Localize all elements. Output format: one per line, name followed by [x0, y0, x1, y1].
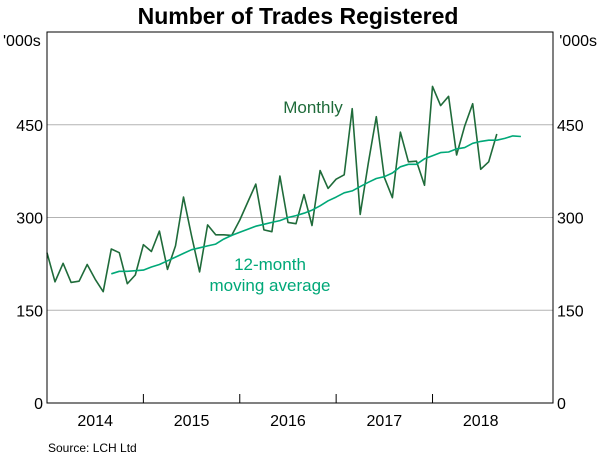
- x-tick-label-2015: 2015: [174, 413, 210, 430]
- y-tick-label-left-150: 150: [16, 303, 43, 320]
- series-monthly: [46, 85, 498, 293]
- y-tick-label-left-450: 450: [16, 118, 43, 135]
- x-tick-label-2016: 2016: [270, 413, 306, 430]
- y-tick-label-right-0: 0: [557, 396, 566, 413]
- y-tick-label-right-150: 150: [557, 303, 584, 320]
- chart-title: Number of Trades Registered: [138, 3, 459, 29]
- y-axis-units-right: '000s: [559, 33, 597, 50]
- x-tick-label-2017: 2017: [367, 413, 403, 430]
- x-tick-label-2014: 2014: [77, 413, 113, 430]
- y-tick-label-right-450: 450: [557, 118, 584, 135]
- series-line-12-month-moving-average: [111, 135, 521, 275]
- x-tick-labels: 2014 2015 2016 2017 2018: [77, 413, 498, 430]
- y-tick-label-left-0: 0: [34, 396, 43, 413]
- series-12-month-moving-average: [111, 135, 522, 275]
- y-tick-labels-left: 0 150 300 450: [16, 118, 43, 413]
- annotation-line-0-0: Monthly: [283, 98, 343, 117]
- y-tick-label-left-300: 300: [16, 211, 43, 228]
- annotation-monthly: Monthly: [283, 98, 343, 117]
- source-note: Source: LCH Ltd: [48, 441, 137, 455]
- y-axis-units-left: '000s: [3, 33, 41, 50]
- series-layer: [46, 85, 522, 293]
- x-ticks: [142, 394, 434, 403]
- annotation-line-1-1: moving average: [210, 276, 331, 295]
- plot-frame: [46, 31, 554, 404]
- x-tick-label-2018: 2018: [463, 413, 499, 430]
- annotation-line-1-0: 12-month: [234, 255, 306, 274]
- y-tick-label-right-300: 300: [557, 211, 584, 228]
- gridlines: [47, 124, 553, 311]
- annotation-moving-average: 12-month moving average: [210, 255, 331, 295]
- y-tick-labels-right: 0 150 300 450: [557, 118, 584, 413]
